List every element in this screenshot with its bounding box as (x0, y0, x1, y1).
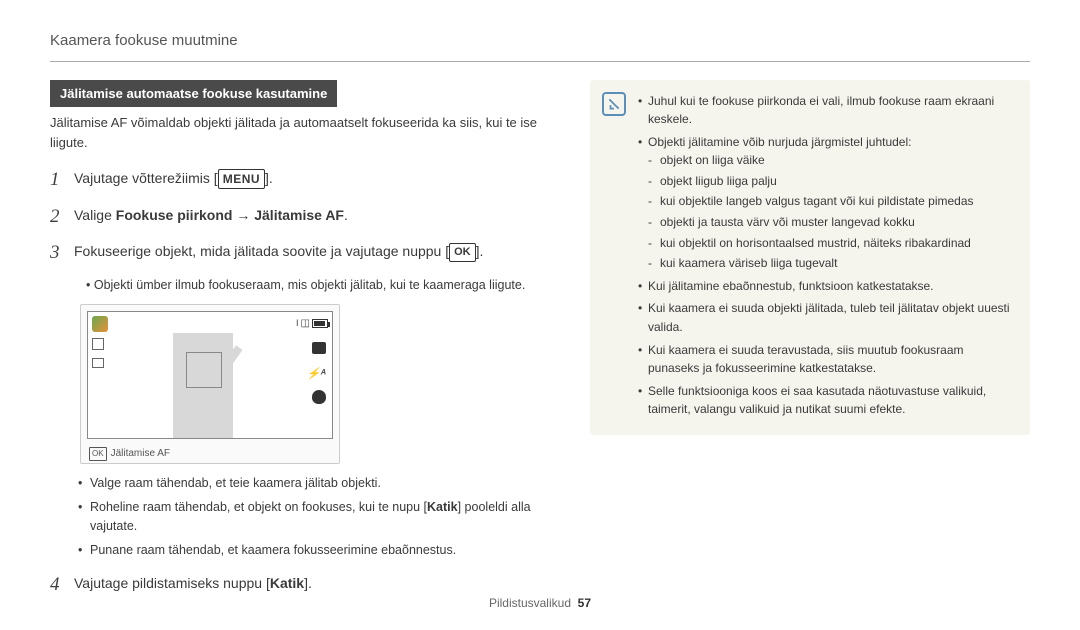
note-text: Kui kaamera ei suuda objekti jälitada, t… (648, 301, 1010, 334)
bullet-item: Roheline raam tähendab, et objekt on foo… (80, 498, 550, 536)
step-pre: Fokuseerige objekt, mida jälitada soovit… (74, 243, 449, 259)
mode-icon (92, 316, 108, 332)
step-post: ]. (304, 575, 312, 591)
bullet-item: Valge raam tähendab, et teie kaamera jäl… (80, 474, 550, 493)
subsection-badge: Jälitamise automaatse fookuse kasutamine (50, 80, 337, 108)
footer-page: 57 (578, 596, 591, 610)
sd-icon: ◫ (301, 316, 310, 331)
step-pre: Valige (74, 207, 116, 223)
lcd-screen: I ◫ ⚡ᴬ (87, 311, 333, 439)
note-item: Kui jälitamine ebaõnnestub, funktsioon k… (638, 277, 1016, 296)
step-pre: Vajutage võtterežiimis [ (74, 170, 218, 186)
note-subitem: kui kaamera väriseb liiga tugevalt (648, 254, 1016, 273)
page-header: Kaamera fookuse muutmine (50, 30, 1030, 62)
intro-text: Jälitamise AF võimaldab objekti jälitada… (50, 113, 550, 152)
step-text: Valige Fookuse piirkond → Jälitamise AF. (74, 203, 550, 232)
bullet-item: Punane raam tähendab, et kaamera fokusse… (80, 541, 550, 560)
ok-mini-icon: OK (89, 447, 107, 461)
lcd-mode-label: Jälitamise AF (111, 446, 170, 461)
note-subitem: objekt on liiga väike (648, 151, 1016, 170)
bullet-bold: Katik (427, 500, 458, 514)
note-text: Kui kaamera ei suuda teravustada, siis m… (648, 343, 964, 376)
step-number: 1 (50, 166, 74, 195)
note-text: Objekti jälitamine võib nurjuda järgmist… (648, 135, 911, 149)
note-text: Kui jälitamine ebaõnnestub, funktsioon k… (648, 279, 934, 293)
note-text: Juhul kui te fookuse piirkonda ei vali, … (648, 94, 994, 127)
step-pre: Vajutage pildistamiseks nuppu [ (74, 575, 270, 591)
note-sublist: objekt on liiga väike objekt liigub liig… (648, 151, 1016, 273)
note-item: Juhul kui te fookuse piirkonda ei vali, … (638, 92, 1016, 129)
right-column: Juhul kui te fookuse piirkonda ei vali, … (590, 80, 1030, 608)
counter: I (296, 317, 299, 331)
focus-frame (186, 352, 222, 388)
step-3-sub: Objekti ümber ilmub fookuseraam, mis obj… (50, 276, 550, 295)
step-number: 2 (50, 203, 74, 232)
ok-button-glyph: OK (449, 243, 476, 262)
macro-icon (312, 390, 326, 404)
step-post: ]. (476, 243, 484, 259)
frame-color-bullets: Valge raam tähendab, et teie kaamera jäl… (50, 474, 550, 559)
step-1: 1 Vajutage võtterežiimis [MENU]. (50, 166, 550, 195)
step-text: Vajutage võtterežiimis [MENU]. (74, 166, 550, 195)
note-text: Selle funktsiooniga koos ei saa kasutada… (648, 384, 986, 417)
left-column: Jälitamise automaatse fookuse kasutamine… (50, 80, 550, 608)
lcd-bottom-label: OK Jälitamise AF (89, 446, 170, 461)
note-subitem: kui objektil on horisontaalsed mustrid, … (648, 234, 1016, 253)
step-text: Fokuseerige objekt, mida jälitada soovit… (74, 239, 550, 268)
battery-icon (312, 319, 328, 328)
flash-icon: ⚡ᴬ (307, 366, 326, 383)
page-footer: Pildistusvalikud 57 (0, 594, 1080, 612)
step-post: ]. (265, 170, 273, 186)
content-columns: Jälitamise automaatse fookuse kasutamine… (50, 80, 1030, 608)
silhouette-head (195, 333, 211, 349)
note-subitem: kui objektile langeb valgus tagant või k… (648, 192, 1016, 211)
note-item: Kui kaamera ei suuda objekti jälitada, t… (638, 299, 1016, 336)
step-bold: Fookuse piirkond → Jälitamise AF (116, 207, 344, 223)
footer-section: Pildistusvalikud (489, 596, 571, 610)
note-subitem: objekti ja tausta värv või muster langev… (648, 213, 1016, 232)
camera-lcd-illustration: I ◫ ⚡ᴬ OK Jälitamise AF (80, 304, 340, 464)
bullet-text: Valge raam tähendab, et teie kaamera jäl… (90, 476, 381, 490)
metering-icon (312, 342, 326, 354)
step-bold: Katik (270, 575, 304, 591)
note-box: Juhul kui te fookuse piirkonda ei vali, … (590, 80, 1030, 436)
step-2: 2 Valige Fookuse piirkond → Jälitamise A… (50, 203, 550, 232)
status-icons: I ◫ (296, 316, 328, 331)
note-icon (602, 92, 626, 116)
quality-icon (92, 338, 104, 350)
note-item: Objekti jälitamine võib nurjuda järgmist… (638, 133, 1016, 273)
step-number: 3 (50, 239, 74, 268)
note-subitem: objekt liigub liiga palju (648, 172, 1016, 191)
step-3: 3 Fokuseerige objekt, mida jälitada soov… (50, 239, 550, 268)
note-item: Selle funktsiooniga koos ei saa kasutada… (638, 382, 1016, 419)
note-item: Kui kaamera ei suuda teravustada, siis m… (638, 341, 1016, 378)
menu-button-glyph: MENU (218, 169, 265, 189)
note-list: Juhul kui te fookuse piirkonda ei vali, … (638, 92, 1016, 420)
bullet-text: Roheline raam tähendab, et objekt on foo… (90, 500, 427, 514)
step-post: . (344, 207, 348, 223)
burst-icon (92, 358, 104, 368)
bullet-text: Punane raam tähendab, et kaamera fokusse… (90, 543, 456, 557)
